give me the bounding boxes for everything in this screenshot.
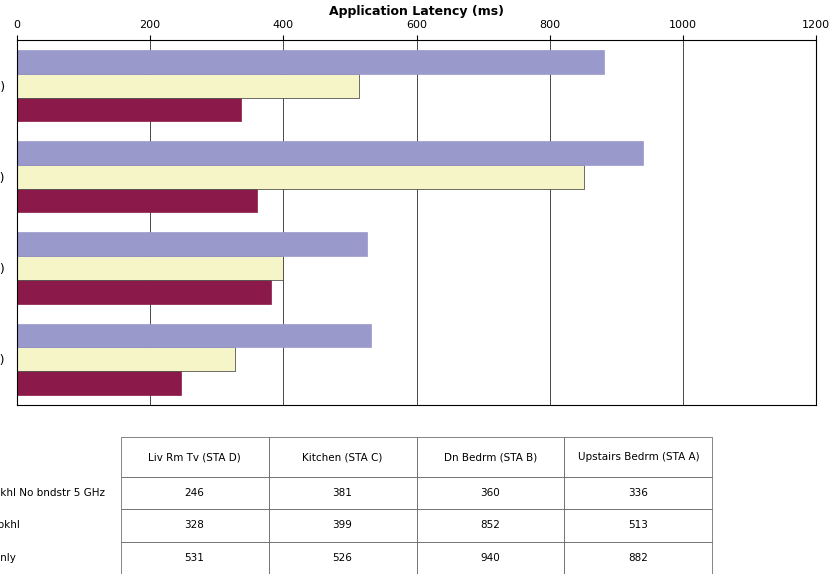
Bar: [17, 189, 257, 212]
Bar: [17, 232, 367, 256]
Bar: [17, 50, 605, 74]
Bar: [17, 324, 371, 347]
Bar: [17, 74, 358, 98]
Bar: [17, 141, 643, 165]
Bar: [17, 165, 585, 189]
Bar: [17, 256, 282, 280]
Bar: [17, 98, 241, 121]
Bar: [17, 347, 235, 371]
Bar: [17, 371, 181, 395]
Bar: [17, 280, 271, 304]
X-axis label: Application Latency (ms): Application Latency (ms): [329, 5, 504, 18]
